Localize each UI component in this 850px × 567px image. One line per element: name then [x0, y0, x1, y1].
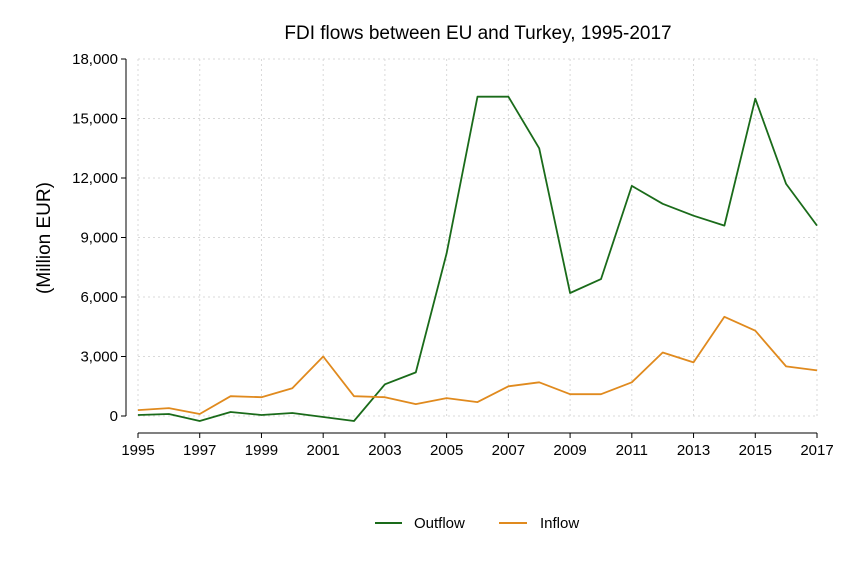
x-tick-label: 2015	[739, 442, 772, 459]
y-tick-label: 9,000	[80, 230, 118, 247]
legend-label-outflow: Outflow	[414, 515, 465, 532]
series-line-outflow	[137, 95, 818, 422]
gridlines	[137, 58, 818, 417]
y-tick-label: 3,000	[80, 349, 118, 366]
legend-label-inflow: Inflow	[540, 515, 579, 532]
chart-title: FDI flows between EU and Turkey, 1995-20…	[284, 23, 671, 44]
x-tick-label: 2007	[492, 442, 525, 459]
y-tick-label: 0	[110, 408, 118, 425]
x-tick-label: 1999	[245, 442, 278, 459]
x-tick-label: 1997	[183, 442, 216, 459]
x-tick-label: 2013	[677, 442, 710, 459]
y-tick-label: 18,000	[72, 51, 118, 68]
x-tick-label: 2003	[368, 442, 401, 459]
x-tick-label: 2017	[800, 442, 833, 459]
x-tick-label: 2001	[306, 442, 339, 459]
y-axis-label: (Million EUR)	[34, 182, 55, 294]
y-tick-label: 15,000	[72, 111, 118, 128]
series-layer	[137, 95, 818, 422]
axes: 0 3,000 6,000 9,000 12,000 15,000 18,000 1995 19…	[72, 51, 834, 459]
legend: Outflow Inflow	[375, 515, 579, 532]
x-tick-label: 1995	[121, 442, 154, 459]
x-tick-label: 2005	[430, 442, 463, 459]
series-line-inflow	[137, 315, 818, 415]
y-tick-label: 12,000	[72, 170, 118, 187]
x-tick-label: 2009	[553, 442, 586, 459]
x-tick-label: 2011	[616, 442, 648, 459]
y-tick-label: 6,000	[80, 289, 118, 306]
